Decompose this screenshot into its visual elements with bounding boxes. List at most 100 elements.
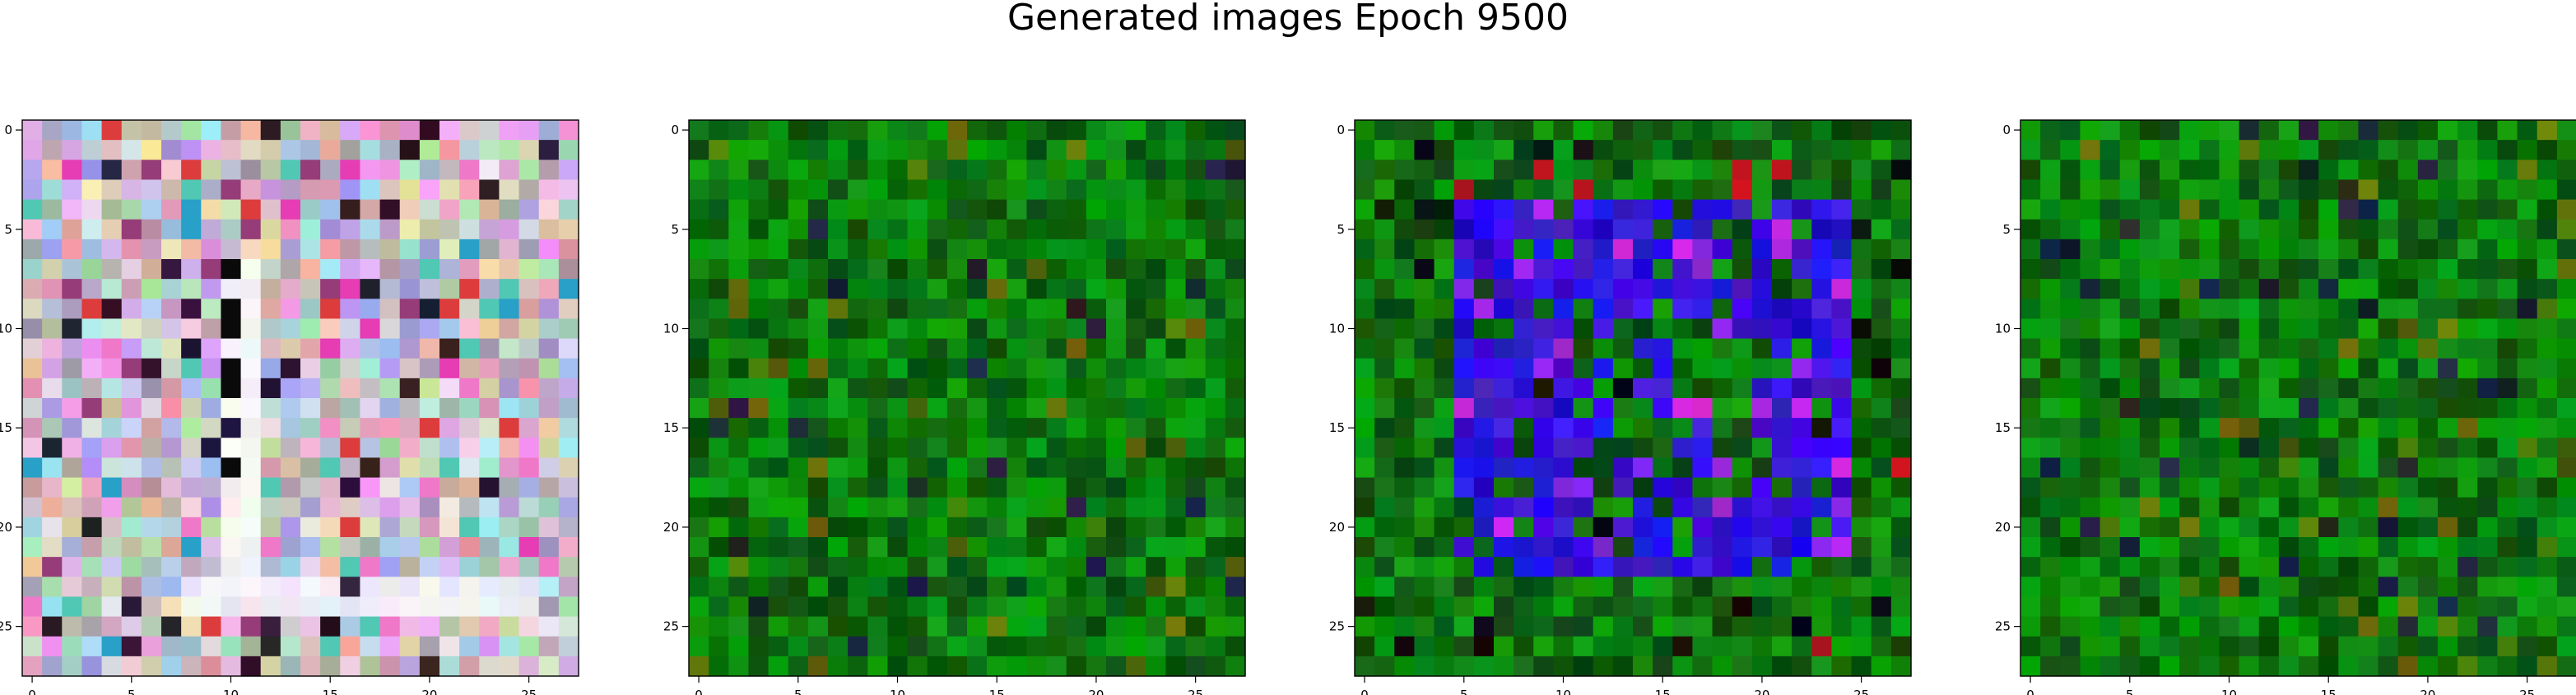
pixel-cell [499,557,520,577]
pixel-cell [1533,438,1555,459]
pixel-cell [709,160,729,181]
pixel-cell [967,179,988,201]
pixel-cell [459,457,480,479]
pixel-cell [2239,120,2260,141]
pixel-cell [689,219,709,240]
pixel-cell [320,358,341,379]
pixel-cell [927,239,948,260]
pixel-cell [240,497,262,518]
pixel-cell [848,537,868,558]
pixel-cell [260,140,281,160]
pixel-cell [2338,318,2360,340]
pixel-cell [2119,418,2141,438]
pixel-cell [2179,199,2200,220]
pixel-cell [768,457,789,479]
pixel-cell [379,656,401,677]
pixel-cell [1653,338,1673,359]
pixel-cell [2080,616,2101,637]
pixel-cell [1792,438,1812,459]
pixel-cell [280,160,301,181]
pixel-cell [1185,140,1207,160]
pixel-cell [2040,279,2061,299]
pixel-cell [1026,636,1048,657]
pixel-cell [1533,616,1555,637]
pixel-cell [2060,477,2081,498]
pixel-cell [181,577,202,598]
pixel-cell [2160,378,2180,399]
pixel-cell [2338,497,2360,518]
pixel-cell [2536,299,2558,320]
pixel-cell [946,358,968,379]
pixel-cell [2119,338,2141,359]
pixel-cell [907,616,928,637]
pixel-cell [360,378,381,399]
pixel-cell [2438,318,2458,340]
pixel-cell [1007,418,1028,438]
pixel-cell [2179,596,2200,618]
pixel-cell [1831,477,1853,498]
pixel-cell [2020,338,2041,359]
pixel-cell [1394,239,1416,260]
pixel-cell [379,160,401,181]
pixel-cell [1533,557,1555,577]
pixel-cell [2318,557,2339,577]
x-tick-label: 15 [989,688,1005,695]
pixel-cell [2397,179,2419,201]
pixel-cell [1414,497,1435,518]
pixel-cell [379,517,401,538]
pixel-cell [1573,398,1594,419]
pixel-cell [1026,239,1048,260]
pixel-cell [689,239,709,260]
pixel-cell [1692,577,1713,598]
pixel-cell [1374,656,1395,677]
pixel-cell [1106,199,1127,220]
pixel-cell [2160,179,2180,201]
pixel-cell [1394,160,1416,181]
pixel-cell [1612,160,1634,181]
pixel-cell [748,418,770,438]
pixel-cell [1612,259,1634,280]
pixel-cell [2199,636,2220,657]
pixel-cell [518,160,540,181]
pixel-cell [1831,537,1853,558]
pixel-cell [1593,537,1614,558]
pixel-cell [1026,160,1048,181]
pixel-cell [1811,457,1833,479]
pixel-cell [1374,497,1395,518]
pixel-cell [141,438,162,459]
pixel-cell [2358,179,2379,201]
pixel-cell [518,259,540,280]
pixel-cell [1672,239,1694,260]
pixel-cell [1831,338,1853,359]
pixel-cell [419,140,440,160]
pixel-cell [2457,616,2478,637]
pixel-cell [2397,418,2419,438]
pixel-cell [201,160,222,181]
pixel-cell [2318,358,2339,379]
pixel-cell [2080,636,2101,657]
pixel-cell [2060,358,2081,379]
pixel-cell [360,596,381,618]
pixel-cell [1146,438,1167,459]
pixel-cell [459,577,480,598]
pixel-cell [1573,239,1594,260]
pixel-cell [2258,259,2280,280]
pixel-cell [1355,378,1375,399]
pixel-cell [2299,358,2319,379]
pixel-cell [1792,120,1812,141]
pixel-cell [987,656,1007,677]
pixel-cell [1533,179,1555,201]
pixel-cell [907,537,928,558]
pixel-cell [1831,378,1853,399]
pixel-cell [2397,219,2419,240]
pixel-cell [2278,438,2299,459]
pixel-cell [479,179,500,201]
pixel-cell [2438,636,2458,657]
pixel-cell [1692,179,1713,201]
pixel-cell [499,438,520,459]
pixel-cell [1672,199,1694,220]
pixel-cell [2556,557,2576,577]
pixel-cell [499,537,520,558]
pixel-cell [1573,636,1594,657]
pixel-cell [320,299,341,320]
